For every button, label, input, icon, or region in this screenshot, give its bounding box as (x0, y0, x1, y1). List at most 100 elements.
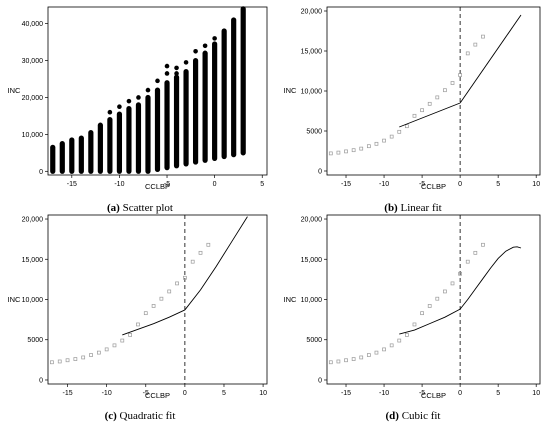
bin-mean-point (481, 34, 485, 39)
caption-a: (a) Scatter plot (107, 202, 173, 214)
bin-mean-point (435, 296, 440, 301)
bin-mean-point (159, 296, 164, 301)
fit-left-line (399, 308, 461, 335)
bin-mean-point (96, 350, 101, 355)
y-tick-label: 20,000 (301, 217, 323, 224)
bin-mean-point (120, 338, 125, 343)
bin-mean-point (151, 304, 156, 308)
plot-frame (326, 6, 541, 176)
bin-mean-point (183, 275, 187, 280)
plot-frame (47, 214, 268, 385)
bin-mean-point (465, 259, 470, 264)
x-tick-label: 0 (213, 181, 217, 188)
bin-mean-point (389, 343, 394, 348)
bin-mean-point (198, 250, 203, 255)
x-tick-label: -10 (379, 181, 389, 188)
y-axis-label: INC (8, 86, 22, 95)
bin-mean-point (382, 347, 386, 352)
bin-mean-point (328, 151, 333, 156)
y-tick-label: 20,000 (22, 95, 44, 102)
bin-mean-point (89, 353, 93, 357)
bin-mean-point (206, 242, 211, 247)
x-tick-label: -5 (164, 181, 170, 188)
bin-mean-point (190, 259, 195, 264)
fit-right-line (459, 14, 522, 104)
x-tick-label: 10 (259, 390, 267, 397)
y-tick-label: 40,000 (22, 21, 44, 28)
bin-mean-point (73, 357, 78, 361)
x-axis-label: CCLBP (421, 182, 446, 191)
bin-mean-point (397, 338, 402, 343)
bin-mean-point (473, 42, 478, 47)
y-tick-label: 15,000 (301, 49, 323, 56)
bin-mean-point (443, 88, 447, 93)
data-point (212, 36, 217, 41)
y-axis-label: INC (8, 295, 22, 304)
x-tick-label: 5 (496, 181, 500, 188)
bin-mean-point (143, 311, 148, 316)
plot-frame (47, 6, 268, 176)
bin-mean-point (412, 113, 417, 118)
data-point (202, 43, 208, 49)
bin-mean-point (50, 360, 54, 365)
y-tick-label: 0 (318, 377, 322, 384)
bin-mean-point (374, 350, 379, 355)
y-axis-label: INC (284, 86, 298, 95)
y-tick-label: 30,000 (22, 58, 44, 65)
bin-mean-point (435, 95, 440, 100)
fit-right-line (184, 216, 248, 311)
x-axis-label: CCLBP (145, 391, 170, 400)
x-tick-label: 10 (532, 181, 540, 188)
fit-left-line (399, 102, 461, 128)
bin-mean-point (112, 343, 117, 348)
y-tick-label: 15,000 (22, 257, 44, 264)
bin-mean-point (359, 355, 364, 360)
bin-mean-point (382, 138, 386, 143)
bin-mean-point (175, 281, 179, 286)
bin-mean-point (336, 150, 341, 155)
bin-mean-point (374, 141, 379, 146)
bin-mean-point (81, 355, 86, 360)
y-tick-label: 5000 (306, 337, 322, 344)
x-tick-label: -10 (379, 390, 389, 397)
bin-mean-point (336, 359, 341, 364)
bin-mean-point (397, 129, 402, 134)
bin-mean-point (366, 144, 371, 149)
x-tick-label: 10 (532, 390, 540, 397)
y-axis-label: INC (284, 295, 298, 304)
bin-mean-point (458, 271, 462, 276)
bin-mean-point (420, 311, 424, 316)
data-point (145, 87, 151, 93)
bin-mean-point (57, 359, 62, 364)
y-tick-label: 5000 (27, 337, 43, 344)
bin-mean-point (458, 73, 462, 77)
fit-left-line (122, 309, 186, 336)
x-tick-label: -10 (114, 181, 124, 188)
y-tick-label: 10,000 (301, 297, 323, 304)
y-tick-label: 20,000 (22, 217, 44, 224)
bin-mean-point (481, 242, 485, 247)
caption-d: (d) Cubic fit (385, 410, 440, 422)
bin-mean-point (344, 358, 348, 363)
chart-panel-c: -15 -10 -5 0 5 10 0 5000 10,000 15,000 20,000 CCLBP… (8, 214, 268, 400)
x-tick-label: 5 (260, 181, 264, 188)
x-tick-label: -5 (143, 390, 149, 397)
bin-mean-point (344, 149, 348, 154)
data-point (183, 60, 189, 65)
x-tick-label: -15 (341, 181, 351, 188)
data-point (107, 109, 113, 115)
bin-mean-point (427, 101, 432, 106)
data-point (174, 65, 179, 71)
y-tick-label: 10,000 (22, 297, 44, 304)
bin-mean-point (104, 347, 109, 352)
x-tick-label: 5 (496, 390, 500, 397)
x-tick-label: -10 (102, 390, 112, 397)
x-tick-label: 0 (183, 390, 187, 397)
data-point (164, 63, 170, 69)
bin-mean-point (351, 357, 356, 361)
data-point (136, 95, 141, 100)
y-tick-label: 15,000 (301, 257, 323, 264)
x-tick-label: 0 (458, 390, 462, 397)
data-point (193, 49, 198, 54)
